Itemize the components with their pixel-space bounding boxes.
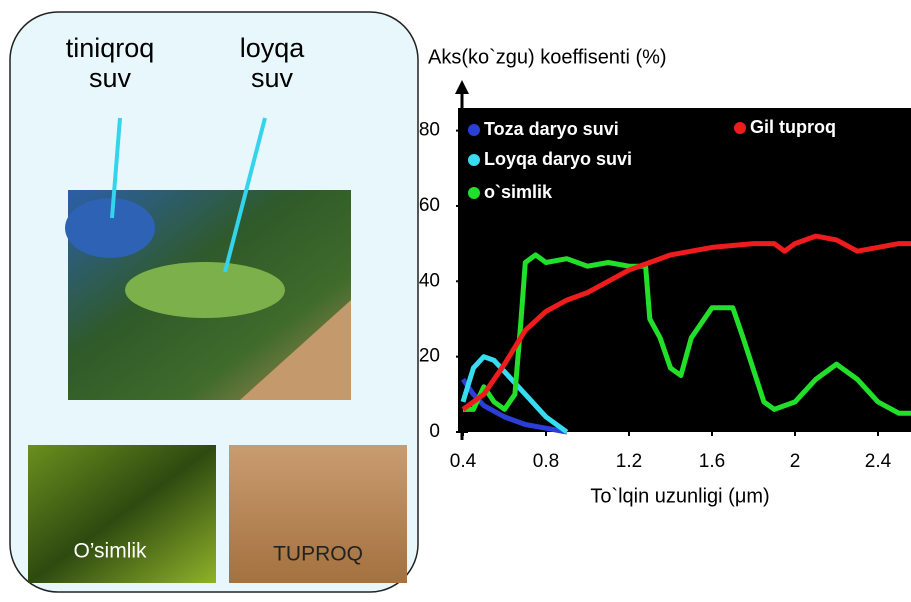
axis-arrow — [455, 80, 469, 94]
legend-label: Toza daryo suvi — [484, 119, 619, 139]
legend-label: Gil tuproq — [750, 117, 836, 137]
y-tick-label: 20 — [419, 346, 440, 367]
series-line — [463, 252, 911, 416]
x-tick-label: 0.4 — [450, 451, 477, 472]
legend-swatch — [468, 187, 480, 199]
soil-label: TUPROQ — [273, 543, 363, 566]
y-axis-label: Aks(ko`zgu) koeffisenti (%) — [428, 46, 667, 68]
legend-swatch — [468, 154, 480, 166]
x-tick-label: 1.6 — [699, 451, 725, 472]
x-tick-label: 2.4 — [865, 451, 892, 472]
plant-label: O’simlik — [73, 540, 147, 563]
turbid-water-label: loyqa suv — [240, 33, 306, 93]
x-tick-label: 0.8 — [533, 451, 559, 472]
arrow — [223, 117, 267, 273]
legend-swatch — [734, 122, 746, 134]
clear-water-label: tiniqroq suv — [66, 33, 155, 93]
y-tick-label: 80 — [419, 120, 440, 141]
sand — [240, 300, 351, 400]
series-line — [460, 377, 568, 435]
y-tick-label: 0 — [429, 421, 440, 442]
plant-photo — [28, 445, 216, 583]
x-axis-label: To`lqin uzunligi (μm) — [590, 485, 769, 507]
turbid-water — [125, 262, 285, 318]
arrow — [110, 117, 122, 219]
legend-label: Loyqa daryo suvi — [484, 149, 632, 169]
legend-label: o`simlik — [484, 182, 553, 202]
plot-area — [458, 108, 911, 432]
series-line — [460, 354, 569, 435]
x-tick-label: 2 — [790, 451, 801, 472]
clear-water — [65, 198, 155, 258]
series-line — [461, 233, 911, 412]
soil-photo — [229, 445, 407, 583]
legend-swatch — [468, 124, 480, 136]
y-tick-label: 60 — [419, 195, 440, 216]
y-tick-label: 40 — [419, 270, 440, 291]
x-tick-label: 1.2 — [616, 451, 642, 472]
